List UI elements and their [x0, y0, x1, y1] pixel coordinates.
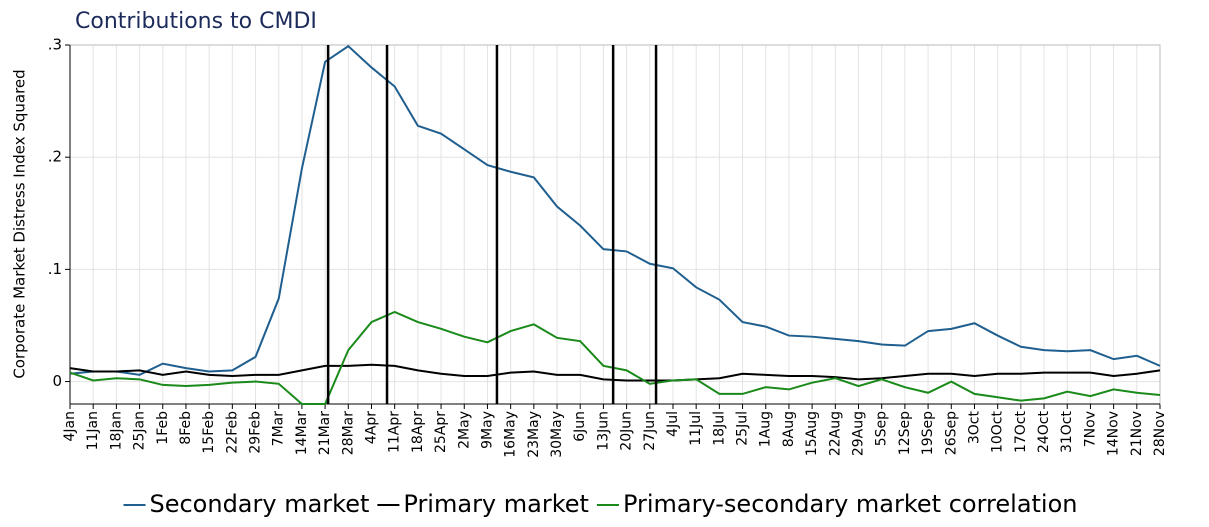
- x-tick-label: 29Aug: [851, 411, 867, 456]
- series-line: [69, 310, 1161, 405]
- chart-title: Contributions to CMDI: [75, 9, 317, 34]
- y-tick-label: .2: [48, 148, 62, 166]
- x-tick-label: 22Aug: [827, 411, 843, 456]
- x-tick-label: 8Feb: [178, 411, 194, 445]
- x-tick-label: 26Sep: [943, 411, 959, 455]
- x-tick-label: 7Mar: [271, 411, 287, 447]
- x-tick-label: 5Sep: [874, 411, 890, 446]
- x-tick-label: 8Aug: [781, 411, 797, 447]
- x-tick-label: 11Apr: [387, 411, 403, 453]
- x-tick-label: 23May: [526, 411, 542, 458]
- x-tick-label: 12Sep: [897, 411, 913, 455]
- x-tick-label: 11Jul: [688, 411, 704, 446]
- x-tick-label: 31Oct: [1059, 411, 1075, 454]
- x-tick-label: 29Feb: [248, 411, 264, 454]
- series-line: [69, 44, 1161, 376]
- x-tick-label: 15Aug: [804, 411, 820, 456]
- y-tick-label: .3: [48, 36, 62, 54]
- x-tick-label: 15Feb: [201, 411, 217, 454]
- x-tick-label: 4Jan: [62, 411, 78, 442]
- x-tick-label: 28Nov: [1152, 411, 1168, 456]
- x-tick-label: 25Jul: [735, 411, 751, 446]
- x-tick-label: 6Jun: [572, 411, 588, 442]
- x-tick-label: 21Mar: [317, 411, 333, 455]
- x-tick-label: 1Feb: [155, 411, 171, 445]
- x-tick-label: 4Apr: [363, 411, 379, 444]
- x-tick-label: 28Mar: [340, 411, 356, 455]
- plot-frame: [69, 44, 1161, 405]
- y-axis-label: Corporate Market Distress Index Squared: [11, 69, 29, 378]
- x-tick-label: 14Mar: [294, 411, 310, 455]
- x-tick-label: 13Jun: [595, 411, 611, 451]
- x-tick-label: 24Oct: [1036, 411, 1052, 454]
- legend-label: Primary market: [403, 490, 589, 518]
- x-tick-label: 17Oct: [1013, 411, 1029, 454]
- x-tick-label: 18Jul: [711, 411, 727, 446]
- legend-label: Secondary market: [149, 490, 369, 518]
- x-tick-label: 4Jul: [665, 411, 681, 437]
- y-tick-label: .1: [48, 260, 62, 278]
- x-tick-label: 19Sep: [920, 411, 936, 455]
- series-line: [69, 363, 1161, 382]
- x-tick-label: 22Feb: [224, 411, 240, 454]
- y-tick-label: 0: [52, 372, 62, 390]
- x-tick-label: 20Jun: [619, 411, 635, 451]
- x-tick-label: 18Apr: [410, 411, 426, 453]
- x-tick-label: 9May: [479, 411, 495, 449]
- x-tick-label: 21Nov: [1129, 411, 1145, 456]
- x-tick-label: 27Jun: [642, 411, 658, 451]
- legend-label: Primary-secondary market correlation: [623, 490, 1078, 518]
- x-tick-label: 11Jan: [85, 411, 101, 450]
- plot-area: 4Jan 11Jan 18Jan 25Jan 1Feb 8Feb 15Feb 22Feb 29F…: [48, 36, 1168, 458]
- x-tick-label: 2May: [456, 411, 472, 449]
- x-tick-label: 1Aug: [758, 411, 774, 447]
- x-tick-label: 30May: [549, 411, 565, 458]
- x-tick-label: 16May: [503, 411, 519, 458]
- x-tick-label: 14Nov: [1106, 411, 1122, 456]
- x-tick-label: 25Jan: [132, 411, 148, 450]
- x-tick-label: 25Apr: [433, 411, 449, 453]
- x-tick-label: 7Nov: [1082, 411, 1098, 447]
- x-tick-label: 3Oct: [966, 411, 982, 445]
- x-tick-label: 18Jan: [108, 411, 124, 450]
- x-tick-label: 10Oct: [990, 411, 1006, 454]
- legend: Secondary market Primary market Primary-se…: [123, 490, 1078, 518]
